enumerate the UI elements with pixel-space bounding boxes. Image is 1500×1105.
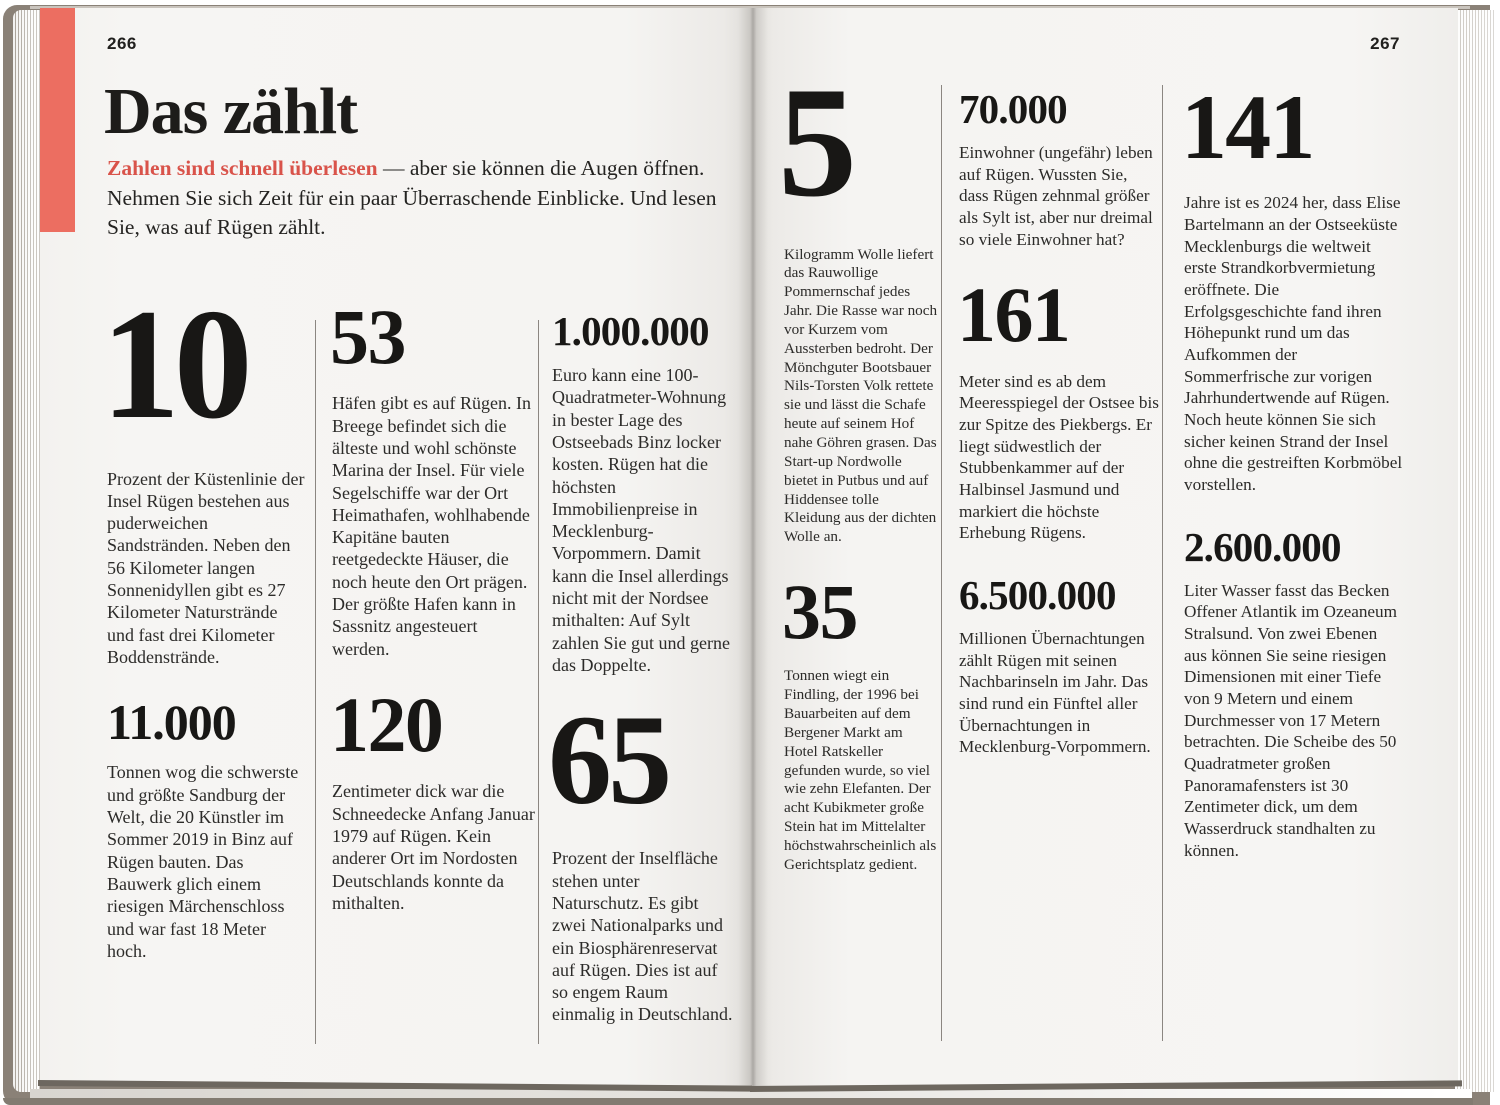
fact-number: 6.500.000	[959, 571, 1116, 618]
red-accent-bar	[40, 8, 75, 232]
page-title: Das zählt	[104, 75, 358, 148]
fact-number: 70.000	[959, 86, 1068, 132]
right-page-column-3: 141 Jahre ist es 2024 her, dass Elise Bar…	[1181, 76, 1404, 862]
fact-number: 35	[782, 568, 858, 656]
fact-text: Euro kann eine 100-Quadratmeter-Wohnung …	[552, 364, 730, 675]
page-stack-right-edge	[1455, 10, 1495, 1092]
column-divider	[315, 320, 316, 1044]
intro-rest: — aber sie können die Augen öffnen. Nehm…	[107, 156, 717, 240]
fact-number: 2.600.000	[1184, 523, 1341, 570]
fact-number: 120	[330, 681, 444, 769]
fact-text: Jahre ist es 2024 her, dass Elise Bartel…	[1184, 193, 1403, 494]
fact-text: Zentimeter dick war die Schneedecke Anfa…	[332, 781, 535, 913]
intro-highlight: Zahlen sind schnell überlesen	[107, 156, 378, 180]
fact-block: 2.600.000 Liter Wasser fasst das Becken O…	[1184, 523, 1404, 862]
right-page-column-2: 70.000 Einwohner (ungefähr) leben auf Rüg…	[957, 86, 1159, 758]
right-page: 267 5 Kilogramm Wolle liefert das Rauwoll…	[752, 8, 1458, 1086]
page-top-edge	[30, 6, 1470, 9]
fact-number: 161	[957, 271, 1071, 359]
fact-text: Liter Wasser fasst das Becken Offener At…	[1184, 580, 1398, 860]
fact-number: 5	[778, 55, 857, 230]
column-divider	[1162, 85, 1163, 1041]
fact-number: 53	[330, 293, 406, 380]
fact-block: 65 Prozent der Inselfläche stehen unter N…	[548, 696, 734, 1025]
book-cover-bottom	[3, 1098, 1473, 1105]
fact-block: 53 Häfen gibt es auf Rügen. In Breege bef…	[330, 293, 538, 660]
fact-text: Kilogramm Wolle liefert das Rauwollige P…	[784, 245, 938, 546]
fact-block: 10 Prozent der Küstenlinie der Insel Rüge…	[101, 286, 307, 668]
fact-block: 5 Kilogramm Wolle liefert das Rauwollige …	[778, 64, 938, 547]
fact-block: 70.000 Einwohner (ungefähr) leben auf Rüg…	[959, 86, 1159, 250]
fact-text: Einwohner (ungefähr) leben auf Rügen. Wu…	[959, 142, 1153, 249]
left-page-column-3: 1.000.000 Euro kann eine 100-Quadratmeter…	[548, 308, 734, 1026]
fact-number: 11.000	[107, 694, 237, 751]
fact-block: 6.500.000 Millionen Übernachtungen zählt …	[959, 571, 1159, 758]
fact-text: Prozent der Inselfläche stehen unter Nat…	[552, 848, 733, 1025]
intro-paragraph: Zahlen sind schnell überlesen — aber sie…	[107, 154, 735, 243]
fact-text: Häfen gibt es auf Rügen. In Breege befin…	[332, 393, 531, 659]
fact-number: 65	[548, 689, 672, 832]
column-divider	[941, 85, 942, 1041]
left-page-column-1: 10 Prozent der Küstenlinie der Insel Rüge…	[101, 286, 307, 962]
fact-text: Tonnen wog die schwerste und größte Sand…	[107, 762, 299, 961]
fact-block: 141 Jahre ist es 2024 her, dass Elise Bar…	[1181, 76, 1404, 496]
fact-text: Meter sind es ab dem Meeresspiegel der O…	[959, 371, 1159, 543]
fact-block: 120 Zentimeter dick war die Schneedecke A…	[330, 681, 538, 914]
page-number-right: 267	[1370, 34, 1400, 53]
page-stack-bottom-edge	[30, 1089, 1472, 1099]
column-divider	[538, 320, 539, 1044]
fact-number: 1.000.000	[552, 308, 709, 354]
fact-number: 10	[101, 277, 253, 452]
fact-block: 35 Tonnen wiegt ein Findling, der 1996 be…	[782, 568, 938, 875]
left-page-column-2: 53 Häfen gibt es auf Rügen. In Breege bef…	[330, 293, 538, 914]
left-page: 266 Das zählt Zahlen sind schnell überle…	[40, 8, 752, 1086]
book-gutter-shadow	[738, 8, 768, 1086]
page-stack-left-edge	[13, 10, 40, 1092]
fact-text: Prozent der Küstenlinie der Insel Rügen …	[107, 468, 305, 668]
right-page-column-1: 5 Kilogramm Wolle liefert das Rauwollige …	[778, 64, 938, 875]
fact-block: 11.000 Tonnen wog die schwerste und größt…	[107, 694, 307, 962]
fact-block: 1.000.000 Euro kann eine 100-Quadratmeter…	[552, 308, 734, 676]
fact-number: 141	[1181, 76, 1315, 178]
fact-text: Tonnen wiegt ein Findling, der 1996 bei …	[784, 667, 937, 873]
fact-text: Millionen Übernachtungen zählt Rügen mit…	[959, 628, 1151, 757]
page-number-left: 266	[107, 34, 137, 53]
fact-block: 161 Meter sind es ab dem Meeresspiegel de…	[957, 271, 1159, 544]
